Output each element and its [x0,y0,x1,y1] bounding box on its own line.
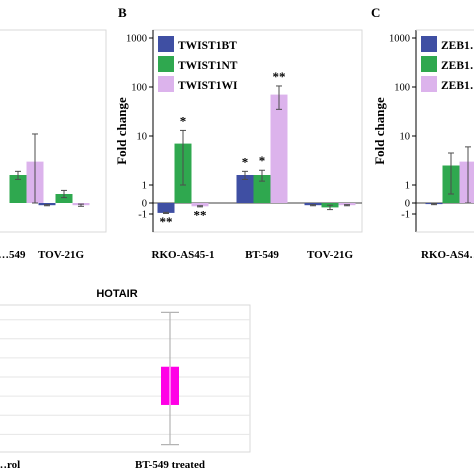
plot-frame [0,304,251,453]
legend-swatch [158,56,174,72]
bar [157,203,175,213]
legend-label: TWIST1BT [178,40,237,52]
y-tick-label: 0 [142,199,147,210]
legend-swatch [158,76,174,92]
bar [236,174,254,203]
legend: TWIST1BT TWIST1NT TWIST1WI [158,36,238,92]
legend-label: ZEB1… [441,40,474,52]
y-tick-label: -1 [138,210,147,221]
legend-swatch [421,76,437,92]
y-tick-label: 1000 [126,34,147,45]
y-tick-label: 100 [394,83,410,94]
bar [191,203,209,207]
category-label: …rol [0,459,20,471]
significance-label: ** [194,207,207,222]
y-tick-label: 1 [142,181,147,192]
legend-label: TWIST1NT [178,60,238,72]
y-tick-label: -1 [401,210,410,221]
significance-label: * [180,113,187,128]
y-tick-label: 10 [400,132,411,143]
category-label: …549 [0,249,26,261]
y-axis-title: Fold change [372,97,387,165]
y-tick-label: 100 [131,83,147,94]
legend-swatch [158,36,174,52]
panel-a: …549 TOV-21G [0,29,107,261]
category-label: BT-549 treated [135,459,205,471]
panel-letter: B [118,5,127,20]
category-label: RKO-AS4… [421,249,474,261]
bar [304,203,322,206]
bar [459,161,474,203]
bar [9,174,27,203]
y-tick-label: 10 [137,132,148,143]
plot-frame [0,29,107,233]
legend-label: ZEB1… [441,80,474,92]
chart-title: HOTAIR [96,288,137,300]
significance-label: ** [273,69,286,84]
y-axis-title: Fold change [114,97,129,165]
panel-letter: C [371,5,380,20]
bar [338,203,356,206]
significance-label: * [242,154,249,169]
legend-swatch [421,36,437,52]
bar [270,94,288,203]
legend: ZEB1… ZEB1… ZEB1… [421,36,474,92]
y-tick-label: 1000 [389,34,410,45]
legend-label: TWIST1WI [178,80,238,92]
bar [55,194,73,203]
category-label: TOV-21G [38,249,84,261]
significance-label: ** [160,214,173,229]
category-label: BT-549 [245,249,279,261]
legend-label: ZEB1… [441,60,474,72]
category-label: TOV-21G [307,249,353,261]
bar [253,174,271,203]
category-label: RKO-AS45-1 [152,249,215,261]
legend-swatch [421,56,437,72]
panel-d: HOTAIR …rol BT-549 treated [0,288,251,471]
significance-label: * [259,153,266,168]
y-tick-label: 1 [405,181,410,192]
bar [38,203,56,206]
y-tick-label: 0 [405,199,410,210]
